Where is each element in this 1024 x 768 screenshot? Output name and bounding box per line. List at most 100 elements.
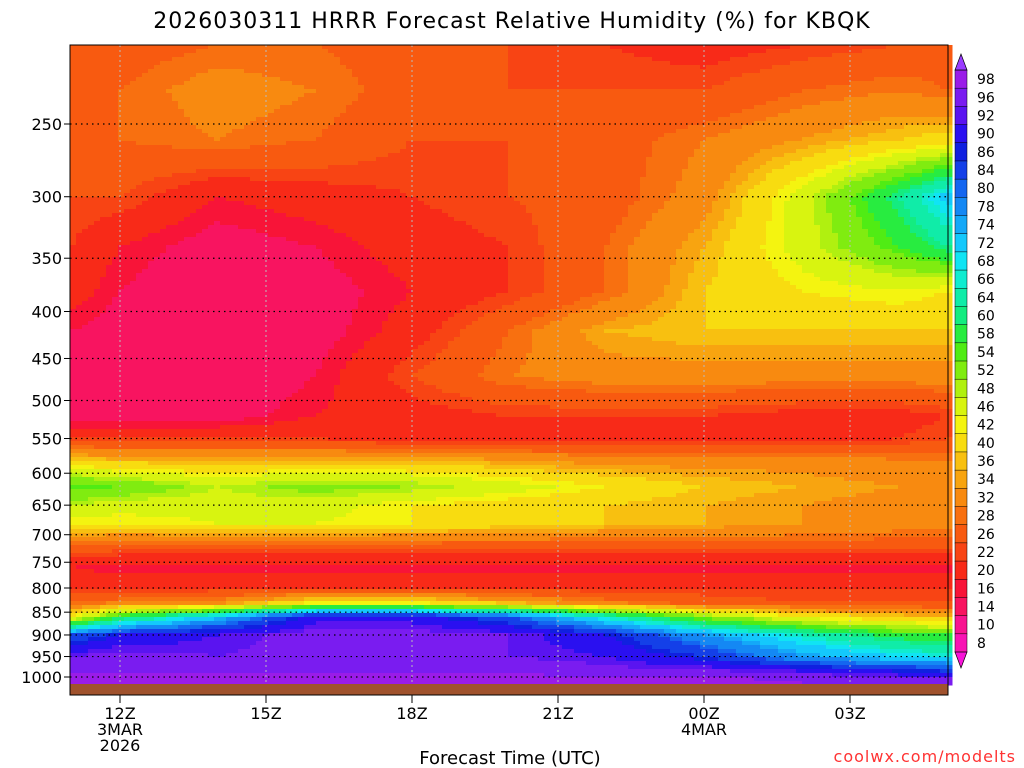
rh-cell xyxy=(886,141,893,146)
rh-cell xyxy=(508,129,515,134)
rh-cell xyxy=(514,57,521,62)
rh-cell xyxy=(394,77,401,82)
rh-cell xyxy=(706,177,713,182)
rh-cell xyxy=(682,69,689,74)
rh-cell xyxy=(448,65,455,70)
rh-cell xyxy=(304,73,311,78)
rh-cell xyxy=(814,141,821,146)
rh-cell xyxy=(244,61,251,66)
rh-cell xyxy=(82,105,89,110)
rh-cell xyxy=(544,141,551,146)
rh-cell xyxy=(130,101,137,106)
rh-cell xyxy=(850,97,857,102)
rh-cell xyxy=(736,101,743,106)
rh-cell xyxy=(238,69,245,74)
rh-cell xyxy=(700,145,707,150)
rh-cell xyxy=(304,113,311,118)
rh-cell xyxy=(70,153,77,158)
rh-cell xyxy=(526,93,533,98)
rh-cell xyxy=(808,141,815,146)
rh-cell xyxy=(502,161,509,166)
rh-cell xyxy=(790,53,797,58)
rh-cell xyxy=(658,73,665,78)
rh-cell xyxy=(526,69,533,74)
rh-cell xyxy=(634,157,641,162)
rh-cell xyxy=(580,141,587,146)
rh-cell xyxy=(580,109,587,114)
rh-cell xyxy=(76,85,83,90)
rh-cell xyxy=(802,97,809,102)
rh-cell xyxy=(352,69,359,74)
rh-cell xyxy=(304,57,311,62)
rh-cell xyxy=(88,113,95,118)
rh-cell xyxy=(256,101,263,106)
rh-cell xyxy=(736,105,743,110)
rh-cell xyxy=(784,45,791,50)
rh-cell xyxy=(358,109,365,114)
rh-cell xyxy=(208,165,215,170)
rh-cell xyxy=(436,161,443,166)
rh-cell xyxy=(628,169,635,174)
rh-cell xyxy=(190,61,197,66)
rh-cell xyxy=(904,133,911,138)
rh-cell xyxy=(724,177,731,182)
rh-cell xyxy=(676,125,683,130)
rh-cell xyxy=(430,57,437,62)
rh-cell xyxy=(550,121,557,126)
rh-cell xyxy=(82,129,89,134)
rh-cell xyxy=(394,133,401,138)
rh-cell xyxy=(466,145,473,150)
rh-cell xyxy=(718,133,725,138)
rh-cell xyxy=(670,65,677,70)
rh-cell xyxy=(256,105,263,110)
rh-cell xyxy=(202,105,209,110)
rh-cell xyxy=(424,89,431,94)
rh-cell xyxy=(250,133,257,138)
rh-cell xyxy=(388,73,395,78)
rh-cell xyxy=(622,133,629,138)
rh-cell xyxy=(850,165,857,170)
rh-cell xyxy=(730,57,737,62)
rh-cell xyxy=(322,57,329,62)
rh-cell xyxy=(658,125,665,130)
rh-cell xyxy=(862,149,869,154)
rh-cell xyxy=(934,129,941,134)
rh-cell xyxy=(82,77,89,82)
rh-cell xyxy=(412,85,419,90)
rh-cell xyxy=(238,165,245,170)
rh-cell xyxy=(940,93,947,98)
rh-cell xyxy=(76,149,83,154)
rh-cell xyxy=(766,117,773,122)
rh-cell xyxy=(340,97,347,102)
rh-cell xyxy=(796,81,803,86)
rh-cell xyxy=(664,73,671,78)
rh-cell xyxy=(304,61,311,66)
rh-cell xyxy=(640,153,647,158)
rh-cell xyxy=(544,169,551,174)
rh-cell xyxy=(478,165,485,170)
rh-cell xyxy=(82,121,89,126)
rh-cell xyxy=(916,93,923,98)
rh-cell xyxy=(646,89,653,94)
rh-cell xyxy=(214,117,221,122)
rh-cell xyxy=(766,129,773,134)
rh-cell xyxy=(76,105,83,110)
rh-cell xyxy=(592,69,599,74)
rh-cell xyxy=(688,169,695,174)
rh-cell xyxy=(508,165,515,170)
rh-cell xyxy=(808,165,815,170)
rh-cell xyxy=(646,57,653,62)
rh-cell xyxy=(688,57,695,62)
rh-cell xyxy=(940,85,947,90)
rh-cell xyxy=(148,97,155,102)
rh-cell xyxy=(370,49,377,54)
rh-cell xyxy=(754,153,761,158)
rh-cell xyxy=(646,69,653,74)
rh-cell xyxy=(742,109,749,114)
rh-cell xyxy=(706,109,713,114)
rh-cell xyxy=(112,105,119,110)
rh-cell xyxy=(502,57,509,62)
rh-cell xyxy=(514,97,521,102)
rh-cell xyxy=(592,169,599,174)
rh-cell xyxy=(412,53,419,58)
